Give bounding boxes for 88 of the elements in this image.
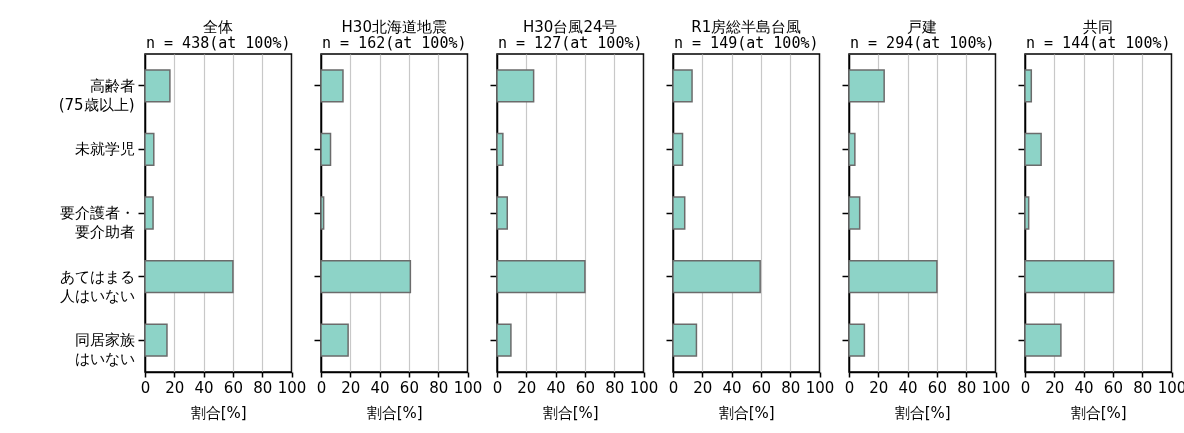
x-tick-label: 60 bbox=[1103, 378, 1123, 397]
bar bbox=[320, 259, 412, 294]
bar bbox=[672, 196, 686, 230]
chart-subtitle: n = 127(at 100%) bbox=[498, 34, 643, 52]
bar bbox=[672, 323, 698, 357]
y-tick-label: 未就学児 bbox=[74, 140, 135, 159]
bar bbox=[144, 196, 154, 230]
x-tick-label: 100 bbox=[805, 378, 835, 397]
x-tick-label: 80 bbox=[429, 378, 449, 397]
bar bbox=[144, 132, 155, 167]
chart-title: 全体 bbox=[203, 18, 234, 36]
x-tick-label: 80 bbox=[1133, 378, 1153, 397]
x-axis-title: 割合[%] bbox=[190, 403, 247, 422]
x-tick-label: 80 bbox=[957, 378, 977, 397]
x-tick-label: 0 bbox=[492, 378, 503, 397]
bar bbox=[672, 69, 693, 103]
x-tick-label: 40 bbox=[898, 378, 918, 397]
y-tick-label: あてはまる人はいない bbox=[59, 267, 135, 305]
bar bbox=[848, 196, 861, 230]
bar bbox=[320, 69, 344, 103]
x-tick-label: 60 bbox=[399, 378, 419, 397]
x-tick-label: 60 bbox=[575, 378, 595, 397]
chart-subtitle: n = 438(at 100%) bbox=[146, 34, 291, 52]
x-tick-label: 60 bbox=[223, 378, 243, 397]
bar bbox=[1024, 259, 1115, 294]
bar bbox=[144, 69, 171, 103]
x-tick-label: 20 bbox=[341, 378, 361, 397]
chart-title: H30台風24号 bbox=[523, 18, 618, 36]
x-tick-label: 100 bbox=[981, 378, 1011, 397]
bar bbox=[144, 323, 168, 357]
x-tick-label: 100 bbox=[629, 378, 659, 397]
bar bbox=[496, 259, 586, 294]
x-tick-label: 60 bbox=[751, 378, 771, 397]
bar bbox=[848, 69, 885, 103]
bar bbox=[1024, 69, 1033, 103]
x-tick-label: 20 bbox=[165, 378, 185, 397]
bar bbox=[1024, 132, 1042, 167]
x-tick-label: 40 bbox=[370, 378, 390, 397]
chart-subtitle: n = 294(at 100%) bbox=[850, 34, 995, 52]
bar bbox=[1024, 196, 1030, 230]
chart-title: 共同 bbox=[1083, 18, 1114, 36]
bar bbox=[496, 69, 535, 103]
x-axis-title: 割合[%] bbox=[366, 403, 423, 422]
x-tick-label: 100 bbox=[277, 378, 307, 397]
chart-subtitle: n = 144(at 100%) bbox=[1026, 34, 1171, 52]
x-tick-label: 0 bbox=[140, 378, 151, 397]
x-tick-label: 0 bbox=[668, 378, 679, 397]
x-axis-title: 割合[%] bbox=[894, 403, 951, 422]
x-tick-label: 100 bbox=[453, 378, 483, 397]
bar bbox=[848, 323, 866, 357]
x-tick-label: 40 bbox=[722, 378, 742, 397]
bar bbox=[496, 323, 512, 357]
x-tick-label: 40 bbox=[546, 378, 566, 397]
x-tick-label: 40 bbox=[194, 378, 214, 397]
bar bbox=[848, 259, 938, 294]
x-tick-label: 0 bbox=[1020, 378, 1031, 397]
x-tick-label: 20 bbox=[1045, 378, 1065, 397]
chart-subtitle: n = 162(at 100%) bbox=[322, 34, 467, 52]
x-tick-label: 0 bbox=[316, 378, 327, 397]
x-tick-label: 0 bbox=[844, 378, 855, 397]
chart-title: 戸建 bbox=[907, 18, 938, 36]
bar bbox=[320, 323, 349, 357]
chart-title: H30北海道地震 bbox=[341, 18, 447, 36]
bar bbox=[320, 196, 325, 230]
bar bbox=[496, 132, 504, 167]
bar bbox=[848, 132, 856, 167]
x-tick-label: 40 bbox=[1074, 378, 1094, 397]
x-tick-label: 80 bbox=[605, 378, 625, 397]
x-tick-label: 80 bbox=[253, 378, 273, 397]
x-tick-label: 80 bbox=[781, 378, 801, 397]
chart-subtitle: n = 149(at 100%) bbox=[674, 34, 819, 52]
bar bbox=[144, 259, 234, 294]
y-tick-label: 同居家族はいない bbox=[74, 331, 135, 369]
x-axis-title: 割合[%] bbox=[718, 403, 775, 422]
x-tick-label: 60 bbox=[927, 378, 947, 397]
bar bbox=[672, 259, 761, 294]
x-tick-label: 20 bbox=[693, 378, 713, 397]
x-tick-label: 20 bbox=[869, 378, 889, 397]
x-axis-title: 割合[%] bbox=[1070, 403, 1127, 422]
y-tick-label: 高齢者(75歳以上) bbox=[58, 76, 135, 114]
bar bbox=[1024, 323, 1062, 357]
y-tick-label: 要介護者・要介助者 bbox=[59, 204, 135, 241]
bar bbox=[672, 132, 684, 167]
bar bbox=[320, 132, 332, 167]
chart-title: R1房総半島台風 bbox=[691, 18, 802, 36]
x-tick-label: 20 bbox=[517, 378, 537, 397]
bar bbox=[496, 196, 509, 230]
x-axis-title: 割合[%] bbox=[542, 403, 599, 422]
